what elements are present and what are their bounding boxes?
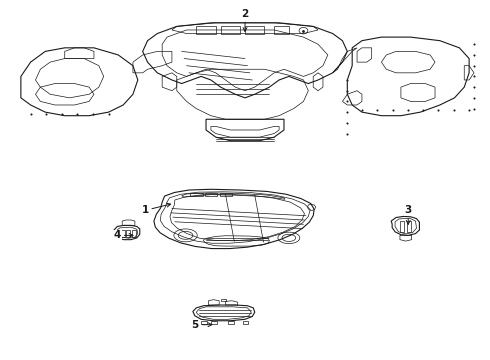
Text: 2: 2 (242, 9, 248, 31)
Text: 4: 4 (114, 230, 133, 240)
Text: 1: 1 (142, 203, 171, 215)
Text: 5: 5 (192, 320, 212, 330)
Text: 3: 3 (405, 205, 412, 224)
